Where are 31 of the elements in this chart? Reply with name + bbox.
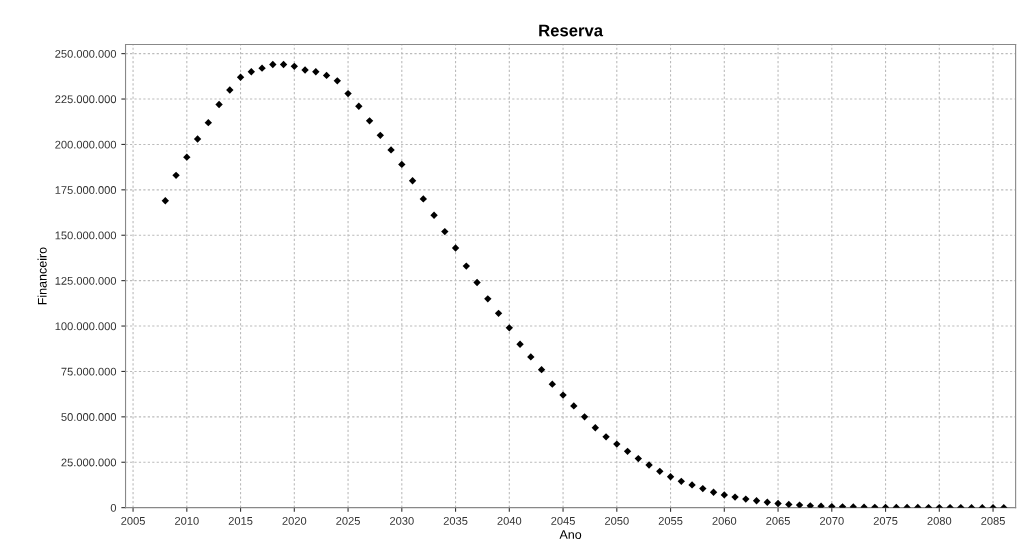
y-axis-title: Financeiro bbox=[37, 247, 47, 305]
y-tick-label: 125.000.000 bbox=[55, 276, 117, 285]
y-tick-label: 175.000.000 bbox=[55, 186, 117, 194]
y-tick-label: 150.000.000 bbox=[55, 231, 117, 240]
x-tick-label: 2010 bbox=[175, 516, 199, 525]
y-tick-label: 100.000.000 bbox=[55, 322, 117, 331]
x-tick-label: 2060 bbox=[712, 516, 737, 525]
x-axis-title: Ano bbox=[559, 530, 582, 539]
x-tick-label: 2075 bbox=[873, 516, 898, 525]
x-tick-label: 2020 bbox=[282, 516, 307, 525]
x-tick-label: 2015 bbox=[228, 516, 253, 525]
y-tick-label: 75.000.000 bbox=[61, 367, 117, 376]
y-tick-label: 200.000.000 bbox=[55, 140, 117, 149]
y-tick-label: 225.000.000 bbox=[55, 95, 117, 104]
x-tick-label: 2055 bbox=[658, 516, 683, 525]
x-tick-label: 2085 bbox=[981, 516, 1005, 525]
x-tick-label: 2070 bbox=[820, 516, 844, 525]
y-tick-label: 25.000.000 bbox=[61, 458, 117, 467]
x-tick-label: 2045 bbox=[551, 516, 575, 525]
chart-title: Reserva bbox=[539, 24, 604, 37]
y-tick-label: 0 bbox=[110, 503, 117, 512]
y-tick-label: 50.000.000 bbox=[61, 413, 117, 421]
x-tick-label: 2025 bbox=[336, 516, 360, 525]
x-tick-label: 2080 bbox=[927, 516, 952, 525]
x-tick-label: 2030 bbox=[390, 516, 414, 525]
x-tick-label: 2050 bbox=[605, 516, 629, 525]
x-tick-label: 2065 bbox=[766, 516, 790, 525]
x-tick-label: 2035 bbox=[443, 516, 468, 525]
x-tick-label: 2005 bbox=[121, 516, 145, 525]
x-tick-label: 2040 bbox=[497, 516, 522, 525]
y-tick-label: 250.000.000 bbox=[55, 49, 117, 58]
